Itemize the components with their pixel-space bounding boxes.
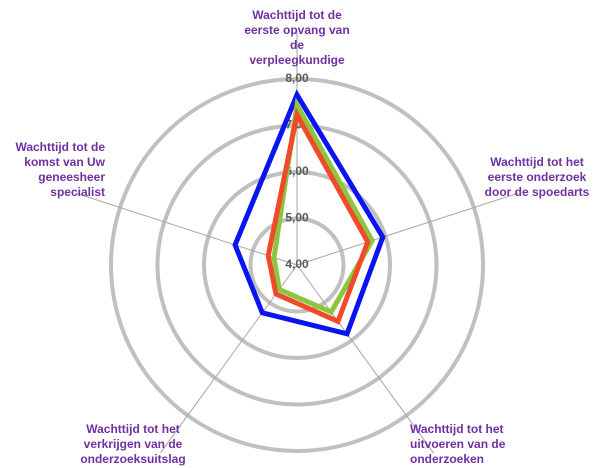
- axis-spoke: [159, 264, 298, 454]
- category-label: Wachttijd tot het verkrijgen van de onde…: [80, 422, 186, 466]
- axis-spoke: [296, 264, 435, 454]
- category-label: Wachttijd tot het eerste onderzoek door …: [484, 155, 590, 199]
- axis-spoke: [296, 192, 519, 266]
- y-tick-label: 6,00: [285, 164, 309, 178]
- category-label: Wachttijd tot het uitvoeren van de onder…: [410, 422, 506, 466]
- series-line: [265, 107, 371, 325]
- category-label: Wachttijd tot de komst van Uw geneesheer…: [15, 140, 105, 199]
- y-tick-label: 4,00: [285, 257, 309, 271]
- axis-spoke: [75, 192, 298, 266]
- y-tick-label: 5,00: [285, 211, 309, 225]
- category-label: Wachttijd tot de eerste opvang van de ve…: [244, 8, 350, 67]
- series-line: [232, 89, 386, 337]
- series-line: [271, 97, 376, 316]
- y-tick-label: 8,00: [285, 71, 309, 85]
